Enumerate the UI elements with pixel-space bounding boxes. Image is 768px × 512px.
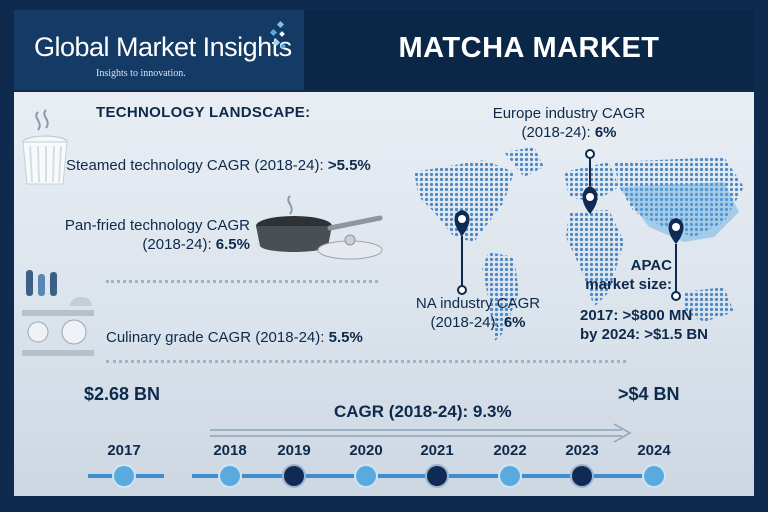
frying-pan-icon xyxy=(256,195,383,260)
apac-values: 2017: >$800 MN by 2024: >$1.5 BN xyxy=(580,306,708,344)
year-label-2021: 2021 xyxy=(420,442,454,459)
steamed-cagr-label: Steamed technology CAGR (2018-24): xyxy=(66,157,328,174)
end-value: >$4 BN xyxy=(618,384,680,404)
year-marker-2020 xyxy=(356,466,376,486)
culinary-cagr-label: Culinary grade CAGR (2018-24): xyxy=(106,329,329,346)
landscape-heading: TECHNOLOGY LANDSCAPE: xyxy=(96,104,311,121)
content-panel: TECHNOLOGY LANDSCAPE: Steamed technology… xyxy=(14,92,754,496)
header: Global Market Insights Insights to innov… xyxy=(14,10,754,90)
europe-cagr: Europe industry CAGR (2018-24): 6% xyxy=(484,104,654,142)
year-label-2018: 2018 xyxy=(213,442,247,459)
year-marker-2021 xyxy=(427,466,447,486)
panfried-cagr-value: 6.5% xyxy=(215,236,250,253)
logo-dots-icon xyxy=(269,20,286,49)
title-bar: MATCHA MARKET xyxy=(304,10,754,90)
europe-pin-icon xyxy=(582,149,598,214)
year-marker-2019 xyxy=(284,466,304,486)
apac-pin-icon xyxy=(668,218,684,301)
apac-2024: by 2024: >$1.5 BN xyxy=(580,326,708,343)
na-cagr-line-2: (2018-24): 6% xyxy=(408,313,548,332)
steamed-cagr: Steamed technology CAGR (2018-24): >5.5% xyxy=(66,156,371,175)
year-label-2020: 2020 xyxy=(349,442,383,459)
culinary-cagr: Culinary grade CAGR (2018-24): 5.5% xyxy=(106,328,363,347)
culinary-tools-icon xyxy=(22,270,94,356)
divider-1 xyxy=(106,280,378,283)
page-title: MATCHA MARKET xyxy=(398,32,660,64)
apac-label-1: APAC xyxy=(630,257,672,274)
europe-cagr-value: 6% xyxy=(594,124,617,141)
year-label-2023: 2023 xyxy=(565,442,599,459)
year-label-2024: 2024 xyxy=(637,442,671,459)
steamer-icon xyxy=(22,109,68,185)
year-marker-2018 xyxy=(220,466,240,486)
na-cagr: NA industry CAGR (2018-24): 6% xyxy=(408,294,548,332)
brand-name: Global Market Insights xyxy=(34,32,292,62)
year-label-2019: 2019 xyxy=(277,442,311,459)
europe-cagr-label-2: (2018-24): xyxy=(521,124,595,141)
year-marker-2024 xyxy=(644,466,664,486)
year-marker-2023 xyxy=(572,466,592,486)
europe-cagr-label-1: Europe industry CAGR xyxy=(492,105,646,122)
world-map xyxy=(414,147,744,342)
year-marker-2017 xyxy=(114,466,134,486)
cagr-arrow-icon xyxy=(210,423,632,443)
start-value: $2.68 BN xyxy=(84,384,161,404)
panfried-cagr-label-1: Pan-fried technology CAGR xyxy=(64,217,250,234)
panfried-cagr-label-2: (2018-24): xyxy=(142,236,216,253)
europe-cagr-line-2: (2018-24): 6% xyxy=(484,123,654,142)
na-cagr-value: 6% xyxy=(503,314,526,331)
divider-2 xyxy=(106,360,626,363)
na-cagr-label-2: (2018-24): xyxy=(430,314,504,331)
year-label-2017: 2017 xyxy=(107,442,141,459)
logo: Global Market Insights Insights to innov… xyxy=(14,10,304,90)
panfried-cagr: Pan-fried technology CAGR (2018-24): 6.5… xyxy=(50,216,250,254)
panfried-cagr-line-2: (2018-24): 6.5% xyxy=(50,235,250,254)
steamed-cagr-value: >5.5% xyxy=(327,157,371,174)
brand-tagline: Insights to innovation. xyxy=(96,68,186,79)
year-marker-2022 xyxy=(500,466,520,486)
na-cagr-label-1: NA industry CAGR xyxy=(415,295,541,312)
culinary-cagr-value: 5.5% xyxy=(328,329,363,346)
apac-2017: 2017: >$800 MN xyxy=(580,307,693,324)
apac-label: APAC market size: xyxy=(582,256,672,294)
apac-label-2: market size: xyxy=(585,276,672,293)
year-label-2022: 2022 xyxy=(493,442,527,459)
na-pin-icon xyxy=(454,210,470,295)
cagr-total: CAGR (2018-24): 9.3% xyxy=(334,402,512,421)
